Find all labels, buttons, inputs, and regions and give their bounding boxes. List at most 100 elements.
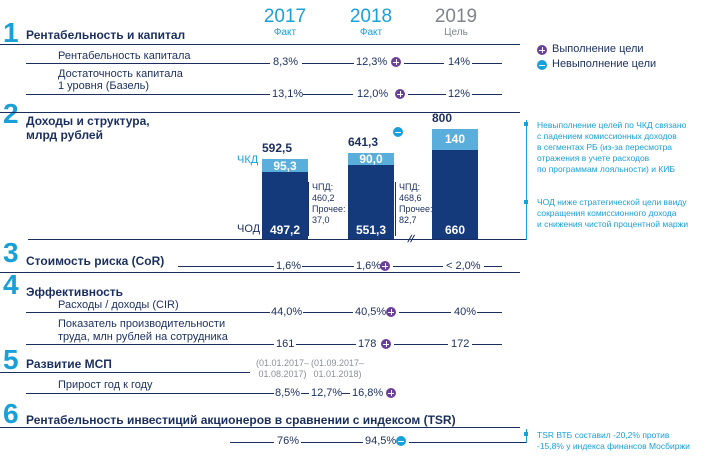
divider: [230, 442, 274, 443]
bar-value-chkd-2019: 140: [444, 132, 466, 147]
bar-chkd-2019: [432, 128, 478, 151]
divider: [0, 112, 520, 113]
plus-icon: [386, 307, 396, 317]
value-2018: 178: [358, 338, 377, 350]
divider: [0, 44, 520, 45]
divider: [302, 266, 354, 267]
year-2019-label: Цель: [444, 27, 468, 38]
value-2017: 1,6%: [276, 260, 302, 272]
plus-icon: [386, 388, 396, 398]
section-number-6: 6: [3, 398, 19, 429]
value-2017: 161: [276, 338, 295, 350]
row-label: Рентабельность капитала: [58, 50, 191, 62]
divider: [477, 312, 502, 313]
bar-value-chkd-2018: 90,0: [359, 151, 383, 166]
divider: [26, 393, 274, 394]
period-2: (01.09.2017– 01.01.2018): [311, 358, 365, 379]
value-2019: 14%: [448, 56, 471, 68]
plus-icon: [380, 261, 390, 271]
divider: [302, 63, 354, 64]
note-2017: ЧПД: 460,2 Прочее: 37,0: [312, 182, 346, 225]
value-2018: 12,3%: [356, 56, 388, 68]
bar-chod-2019: [432, 150, 478, 239]
divider: [484, 266, 502, 267]
value-2019: 172: [451, 338, 470, 350]
value-2017: 76%: [277, 435, 300, 447]
bullet-marker: [524, 432, 528, 436]
plus-icon: [395, 89, 405, 99]
section-title-1: Рентабельность и капитал: [26, 28, 186, 42]
divider: [404, 63, 444, 64]
bracket: [308, 182, 309, 236]
bar-total-2018: 641,3: [348, 134, 379, 149]
divider: [26, 344, 274, 345]
year-2017-label: Факт: [273, 27, 297, 38]
divider: [472, 344, 502, 345]
year-2018-label: Факт: [359, 27, 383, 38]
value-2019: 40%: [454, 306, 477, 318]
divider: [178, 266, 274, 267]
plus-icon: [381, 339, 391, 349]
section-number-1: 1: [3, 17, 19, 48]
note-2018: ЧПД: 468,6 Прочее: 82,7: [399, 182, 433, 225]
section-title-6: Рентабельность инвестиций акционеров в с…: [26, 413, 456, 427]
divider: [393, 266, 443, 267]
bar-chkd-2018: [348, 152, 394, 165]
bar-total-2019: 800: [432, 110, 453, 125]
section-number-5: 5: [3, 344, 19, 375]
divider: [409, 442, 526, 443]
comment-chod: ЧОД ниже стратегической цели ввиду сокращ…: [537, 197, 689, 229]
series-label-chkd: ЧКД: [237, 154, 259, 166]
comment-tsr: TSR ВТБ составил -20,2% против -15,8% у и…: [537, 430, 690, 451]
section-number-3: 3: [3, 237, 19, 268]
divider: [303, 312, 353, 313]
section-title-2: Доходы и структура,: [26, 114, 150, 128]
section-title-4: Эффективность: [26, 285, 124, 299]
legend-achieved: Выполнение цели: [552, 43, 644, 55]
legend-not-achieved: Невыполнение цели: [552, 58, 657, 70]
value-2018: 94,5%: [365, 435, 397, 447]
row-label: труда, млн рублей на сотрудника: [58, 331, 228, 343]
value-2019: 12%: [448, 88, 471, 100]
divider: [394, 344, 448, 345]
section-title-5: Развитие МСП: [26, 357, 112, 371]
bar-value-chkd-2017: 95,3: [273, 158, 297, 173]
value-2017: 8,3%: [273, 56, 299, 68]
divider: [399, 312, 451, 313]
minus-icon: [396, 436, 406, 446]
value-2017: 13,1%: [272, 88, 304, 100]
bracket: [395, 182, 396, 236]
divider: [296, 344, 356, 345]
bar-chod-2018: [348, 164, 394, 239]
bullet-marker: [524, 122, 528, 126]
year-2019: 2019: [434, 6, 478, 27]
bar-value-chod-2018: 551,3: [355, 223, 387, 237]
bar-chod-2017: [262, 172, 308, 239]
plus-icon: [537, 45, 547, 55]
divider: [0, 427, 520, 428]
series-label-chod: ЧОД: [237, 223, 261, 235]
row-label: Показатель производительности: [58, 318, 226, 330]
section-number-2: 2: [3, 98, 19, 129]
divider: [26, 312, 270, 313]
divider: [472, 94, 502, 95]
row-label: 1 уровня (Базель): [58, 80, 150, 92]
bar-value-chod-2019: 660: [444, 223, 466, 237]
divider: [0, 372, 250, 373]
period-1: (01.01.2017– 01.08.2017): [256, 358, 310, 379]
bullet-marker: [524, 200, 528, 204]
value-period-3: 16,8%: [352, 387, 384, 399]
comment-chkd: Невыполнение целей по ЧКД связано с паден…: [537, 120, 687, 174]
divider: [303, 94, 353, 95]
value-period-2: 12,7%: [311, 387, 343, 399]
value-2017: 44,0%: [271, 306, 303, 318]
divider: [26, 94, 270, 95]
row-label: Прирост год к году: [58, 379, 153, 391]
divider: [408, 94, 446, 95]
plus-icon: [391, 57, 401, 67]
row-label: Расходы / доходы (CIR): [58, 299, 179, 311]
bar-chkd-2017: [262, 159, 308, 173]
year-2017: 2017: [263, 6, 307, 27]
comment-connector: [526, 120, 527, 240]
chart-baseline: [28, 239, 526, 240]
